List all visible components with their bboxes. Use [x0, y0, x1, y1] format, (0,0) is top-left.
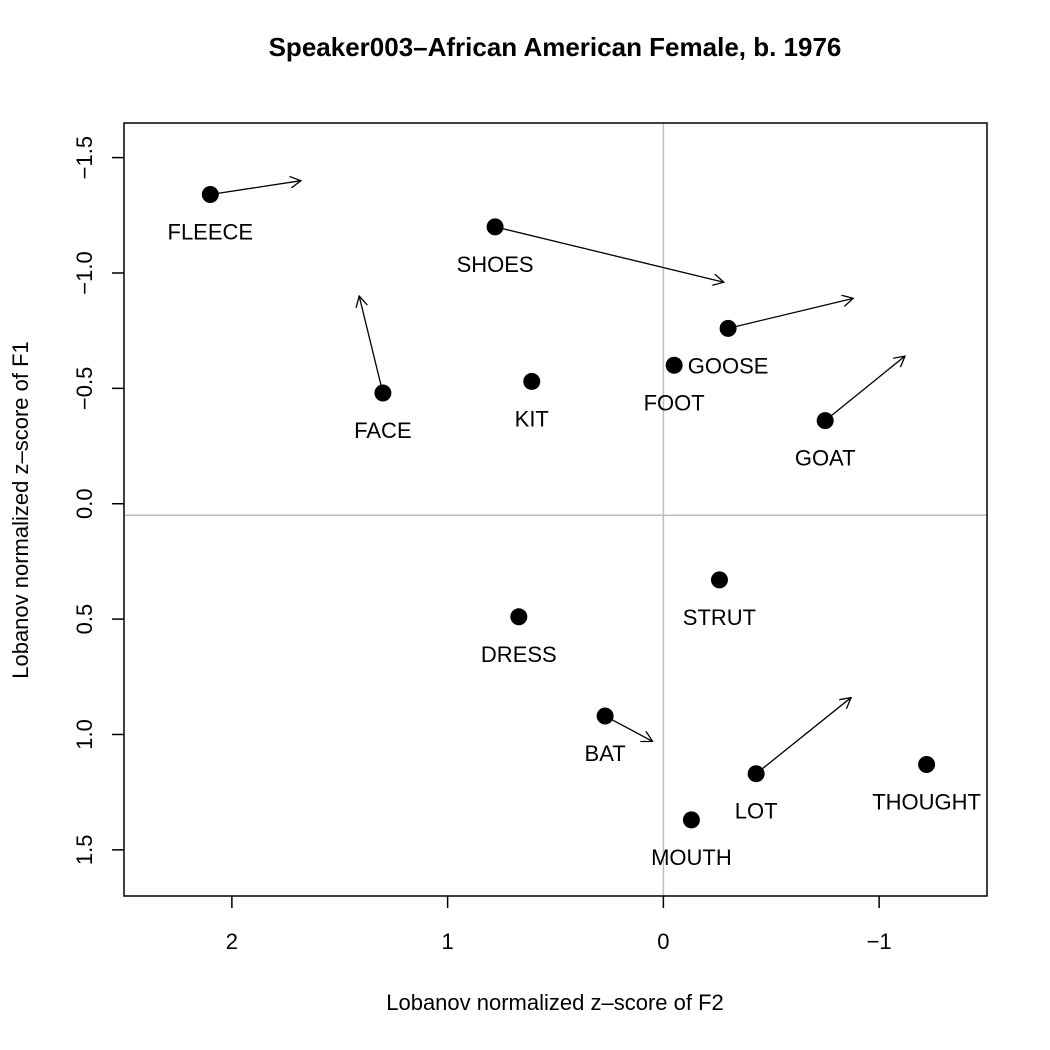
x-tick-label: 0: [657, 929, 669, 954]
arrow-goose: [727, 298, 853, 329]
data-points: [201, 186, 936, 829]
label-dress: DRESS: [481, 642, 557, 667]
point-goose: [719, 319, 737, 337]
arrow-fleece: [210, 181, 301, 196]
y-tick-label: −1.0: [72, 251, 97, 294]
point-foot: [665, 356, 683, 374]
x-tick-label: 2: [226, 929, 238, 954]
point-fleece: [201, 186, 219, 204]
label-lot: LOT: [735, 799, 778, 824]
point-shoes: [486, 218, 504, 236]
point-mouth: [682, 811, 700, 829]
y-tick-label: 0.5: [72, 604, 97, 635]
point-strut: [710, 571, 728, 589]
x-axis-label: Lobanov normalized z–score of F2: [386, 990, 724, 1015]
point-dress: [510, 608, 528, 626]
y-tick-label: 0.0: [72, 488, 97, 519]
reference-lines: [124, 123, 987, 896]
x-tick-label: 1: [442, 929, 454, 954]
point-thought: [918, 755, 936, 773]
label-strut: STRUT: [683, 605, 756, 630]
label-bat: BAT: [585, 741, 626, 766]
arrow-goat: [824, 356, 905, 422]
arrows: [210, 181, 905, 775]
y-axis: −1.5 −1.0 −0.5 0.0 0.5 1.0 1.5: [72, 136, 124, 865]
arrow-shoes: [494, 226, 724, 282]
label-goat: GOAT: [795, 446, 856, 471]
point-kit: [523, 372, 541, 390]
label-kit: KIT: [515, 406, 549, 431]
chart-title: Speaker003–African American Female, b. 1…: [269, 32, 842, 62]
point-lot: [747, 765, 765, 783]
label-fleece: FLEECE: [168, 220, 254, 245]
y-tick-label: 1.5: [72, 835, 97, 866]
x-tick-label: −1: [867, 929, 892, 954]
arrow-face: [359, 296, 384, 394]
arrow-lot: [755, 698, 851, 775]
point-labels: FLEECE SHOES FACE KIT FOOT GOOSE GOAT STRUT DRES…: [168, 220, 981, 870]
label-foot: FOOT: [644, 390, 705, 415]
label-shoes: SHOES: [457, 252, 534, 277]
point-bat: [596, 707, 614, 725]
x-axis: 2 1 0 −1: [226, 896, 892, 954]
point-face: [374, 384, 392, 402]
y-axis-label: Lobanov normalized z–score of F1: [8, 341, 33, 679]
plot-frame: [123, 122, 988, 897]
y-tick-label: −0.5: [72, 367, 97, 410]
y-tick-label: 1.0: [72, 719, 97, 750]
arrow-bat: [604, 715, 652, 741]
label-face: FACE: [354, 418, 411, 443]
label-thought: THOUGHT: [872, 789, 981, 814]
y-tick-label: −1.5: [72, 136, 97, 179]
label-mouth: MOUTH: [651, 845, 732, 870]
label-goose: GOOSE: [688, 353, 769, 378]
point-goat: [816, 412, 834, 430]
